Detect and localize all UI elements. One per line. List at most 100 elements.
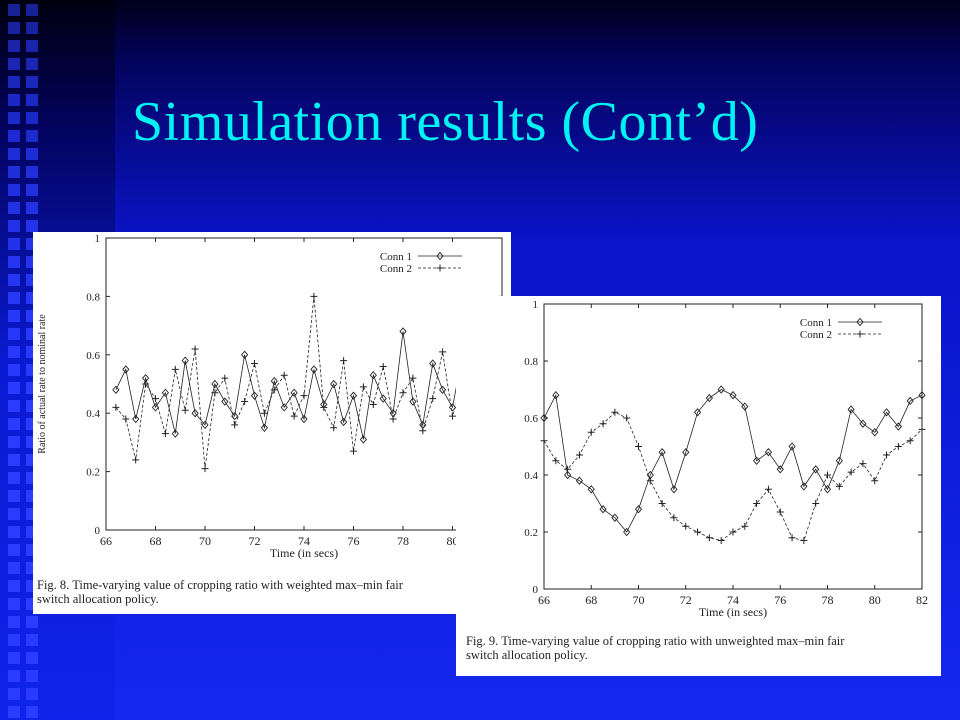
data-point-plus — [379, 362, 387, 370]
data-point-diamond — [882, 408, 891, 417]
y-tick-label: 0.8 — [86, 291, 100, 303]
bullet-square — [26, 184, 38, 196]
bullet-square — [8, 490, 20, 502]
data-point-diamond — [856, 317, 864, 327]
y-tick-label: 0.4 — [86, 408, 100, 420]
data-point-diamond — [231, 411, 239, 421]
data-point-plus — [824, 471, 831, 479]
data-point-diamond — [823, 485, 832, 494]
data-point-plus — [835, 482, 843, 490]
bullet-square — [8, 382, 20, 394]
data-point-plus — [552, 457, 560, 465]
data-point-diamond — [894, 422, 902, 431]
data-point-plus — [330, 424, 338, 432]
data-point-plus — [369, 400, 377, 408]
bullet-square — [26, 616, 38, 628]
bullet-square — [8, 454, 20, 466]
data-point-plus — [859, 460, 867, 468]
bullet-square — [8, 184, 20, 196]
y-tick-label: 0.4 — [524, 470, 538, 482]
series-line — [115, 296, 503, 469]
data-point-diamond — [310, 365, 318, 374]
bullet-square — [8, 76, 20, 88]
x-tick-label: 66 — [100, 534, 112, 548]
data-point-plus — [340, 357, 348, 365]
series-line — [543, 411, 923, 542]
data-point-diamond — [705, 393, 713, 403]
data-point-diamond — [918, 391, 926, 400]
data-point-plus — [856, 330, 864, 338]
data-point-plus — [812, 500, 820, 507]
data-point-diamond — [241, 350, 249, 359]
data-point-plus — [251, 360, 258, 368]
data-point-diamond — [906, 396, 914, 406]
series-line — [543, 389, 923, 533]
data-point-plus — [611, 408, 619, 416]
y-tick-label: 0.8 — [524, 356, 538, 368]
data-point-plus — [389, 415, 397, 423]
y-tick-label: 0 — [95, 525, 101, 537]
x-tick-label: 76 — [774, 593, 786, 607]
bullet-square — [26, 22, 38, 34]
data-point-plus — [894, 443, 902, 450]
data-point-plus — [883, 451, 891, 459]
data-point-diamond — [399, 327, 407, 336]
figure-9-caption: Fig. 9. Time-varying value of cropping r… — [466, 634, 845, 662]
data-point-diamond — [540, 413, 548, 423]
bullet-square — [26, 58, 38, 70]
bullet-square — [26, 40, 38, 52]
bullet-square — [26, 166, 38, 178]
data-point-diamond — [270, 376, 278, 386]
x-tick-label: 80 — [869, 593, 881, 607]
data-point-plus — [122, 415, 130, 423]
data-point-plus — [181, 406, 189, 414]
data-point-diamond — [260, 423, 268, 432]
bullet-square — [8, 472, 20, 484]
bullet-square — [8, 652, 20, 664]
data-point-plus — [161, 430, 169, 438]
bullet-square — [8, 220, 20, 232]
data-point-plus — [439, 348, 447, 356]
bullet-square — [8, 562, 20, 574]
data-point-plus — [201, 465, 209, 473]
data-point-plus — [682, 522, 690, 530]
data-point-plus — [694, 528, 702, 536]
data-point-plus — [449, 412, 456, 420]
data-point-diamond — [599, 505, 607, 514]
data-point-plus — [260, 409, 268, 417]
legend-label: Conn 1 — [380, 251, 412, 263]
data-point-plus — [359, 383, 367, 391]
bullet-square — [26, 220, 38, 232]
data-point-plus — [540, 437, 548, 445]
data-point-diamond — [634, 505, 643, 514]
data-point-plus — [764, 485, 772, 493]
data-point-plus — [635, 443, 642, 450]
bullet-square — [8, 130, 20, 142]
data-point-diamond — [300, 414, 308, 424]
y-tick-label: 0.2 — [86, 467, 100, 479]
data-point-diamond — [670, 485, 678, 494]
data-point-plus — [788, 534, 796, 542]
data-point-plus — [270, 386, 278, 394]
legend-label: Conn 2 — [380, 263, 412, 275]
data-point-diamond — [741, 402, 749, 411]
bullet-square — [8, 4, 20, 16]
data-point-diamond — [221, 397, 229, 406]
bullet-square — [8, 634, 20, 646]
bullet-square — [8, 688, 20, 700]
data-point-plus — [419, 427, 427, 435]
legend-label: Conn 1 — [800, 317, 832, 329]
y-tick-label: 0.6 — [524, 413, 538, 425]
data-point-diamond — [409, 397, 417, 406]
data-point-plus — [741, 522, 749, 530]
bullet-square — [8, 526, 20, 538]
figure-9-chart: 66 68 70 72 74 76 78 80 82 0 0.2 0.4 0.6 0.8 1 Time (in… — [524, 299, 928, 619]
data-point-diamond — [349, 391, 358, 400]
data-point-diamond — [776, 465, 784, 474]
data-point-diamond — [587, 485, 595, 494]
data-point-diamond — [436, 251, 444, 261]
data-point-diamond — [171, 429, 179, 438]
bullet-square — [8, 328, 20, 340]
bullet-square — [8, 544, 20, 556]
